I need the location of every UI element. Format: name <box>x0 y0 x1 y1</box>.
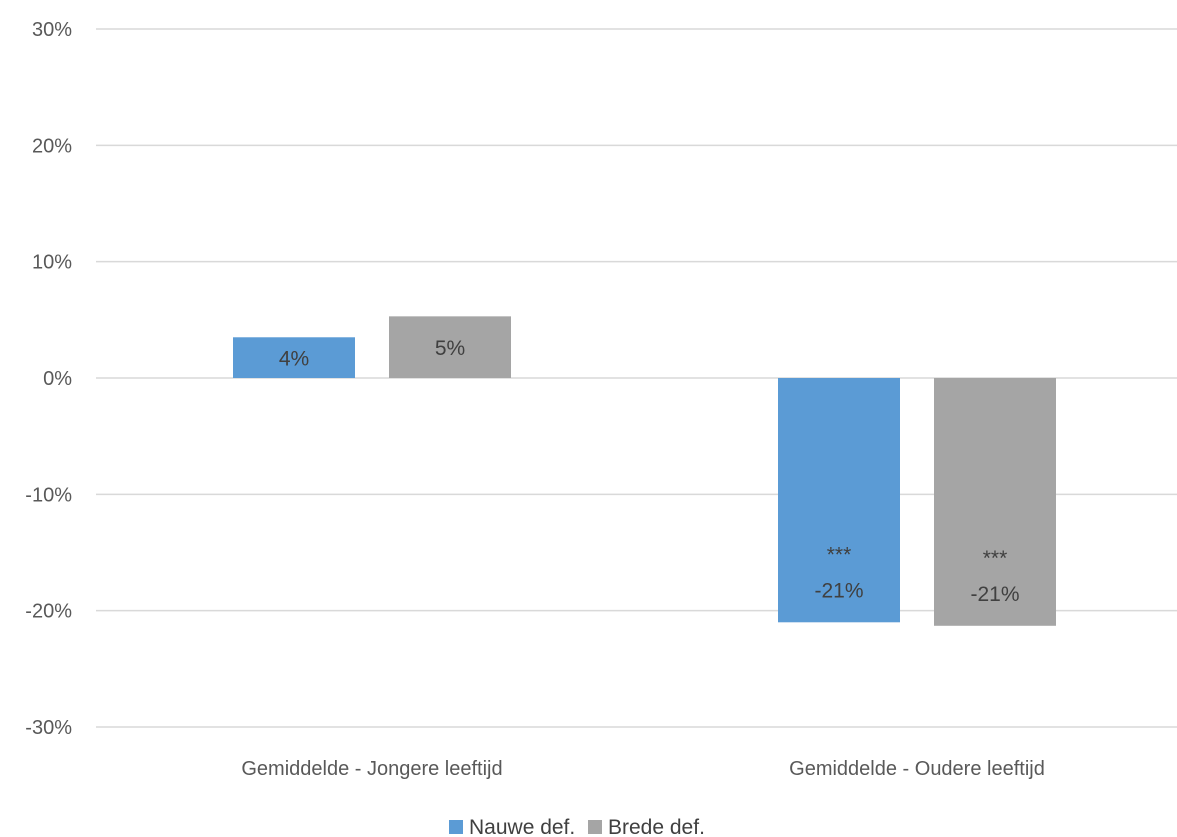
y-tick-label: -20% <box>25 601 72 623</box>
data-label: -21% <box>814 579 863 602</box>
y-tick-label: 0% <box>43 368 72 390</box>
category-labels: Gemiddelde - Jongere leeftijd Gemiddelde … <box>241 758 1044 780</box>
y-tick-label: -10% <box>25 484 72 506</box>
bar-nauwe-0 <box>233 337 355 378</box>
bar-brede-0 <box>389 316 511 378</box>
bar-nauwe-1 <box>778 378 900 623</box>
significance-label: *** <box>983 547 1008 570</box>
y-tick-label: 10% <box>32 252 72 274</box>
bars <box>233 316 1056 626</box>
legend-swatch <box>588 820 602 834</box>
data-label: 4% <box>279 348 309 371</box>
bar-brede-1 <box>934 378 1056 626</box>
data-label: 5% <box>435 337 465 360</box>
y-tick-label: 20% <box>32 135 72 157</box>
legend-label: Nauwe def. <box>469 816 575 837</box>
data-labels: 4% *** -21% 5% *** -21% <box>279 337 1020 606</box>
legend: Nauwe def. Brede def. <box>449 816 705 837</box>
category-label: Gemiddelde - Jongere leeftijd <box>241 758 502 780</box>
legend-label: Brede def. <box>608 816 705 837</box>
y-tick-label: -30% <box>25 717 72 739</box>
y-tick-label: 30% <box>32 19 72 41</box>
legend-swatch <box>449 820 463 834</box>
y-axis-tick-labels: 30% 20% 10% 0% -10% -20% -30% <box>25 19 72 739</box>
category-label: Gemiddelde - Oudere leeftijd <box>789 758 1045 780</box>
significance-label: *** <box>827 543 852 566</box>
data-label: -21% <box>970 583 1019 606</box>
